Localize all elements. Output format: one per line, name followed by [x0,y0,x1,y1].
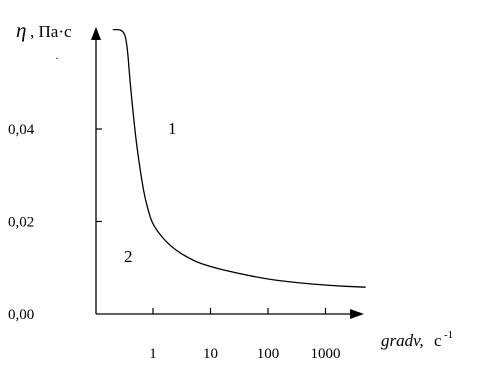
x-tick-label: 1 [149,346,157,362]
annotation-2: 2 [124,247,133,266]
x-axis-label-exponent: -1 [444,329,453,341]
y-tick-label: 0,02 [8,215,34,231]
axes [91,27,364,319]
x-axis-label-unit: c [434,331,442,350]
annotation-1: 1 [168,119,177,138]
stray-dot: · [55,51,59,65]
x-ticks: 1 10 100 1000 [149,308,341,362]
x-axis-arrow [350,309,364,319]
y-axis-arrow [91,27,101,40]
x-tick-label: 10 [203,346,218,362]
data-line [112,28,366,288]
y-axis-label-unit: , Па·с [30,22,72,41]
x-tick-label: 100 [257,346,280,362]
x-axis-label-name: gradv, [381,331,424,350]
y-tick-label: 0,00 [8,307,34,323]
y-axis-label-symbol: η [16,18,26,42]
x-tick-label: 1000 [311,346,341,362]
y-ticks: 0,04 0,02 0,00 [8,122,102,323]
y-tick-label: 0,04 [8,122,35,138]
